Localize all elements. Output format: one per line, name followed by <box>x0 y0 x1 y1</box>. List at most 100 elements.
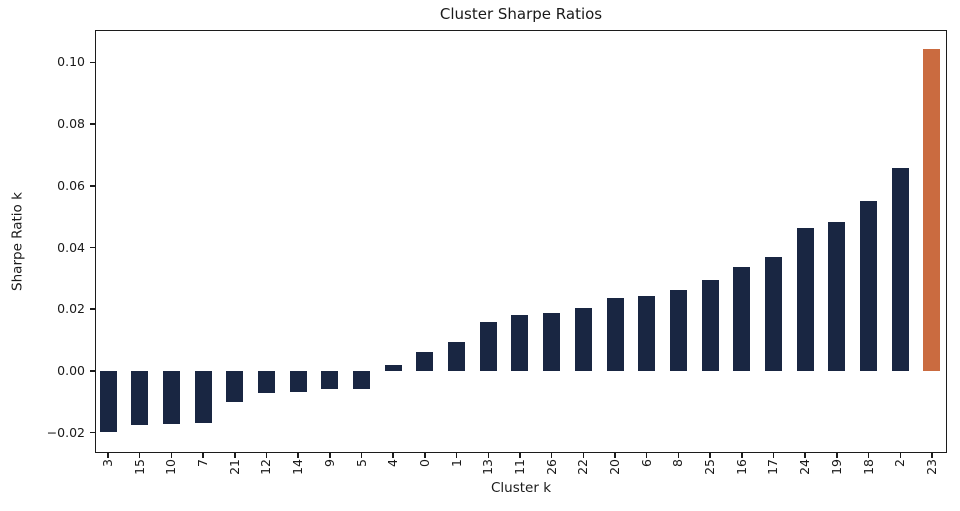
x-tick-label: 8 <box>670 459 686 467</box>
x-tick-mark <box>360 453 363 458</box>
x-tick-mark <box>329 453 331 458</box>
bar-cluster-25 <box>701 279 719 371</box>
x-tick-mark <box>550 453 553 458</box>
x-tick-label: 9 <box>321 459 337 467</box>
x-tick-label: 4 <box>385 459 401 467</box>
x-tick-label: 6 <box>638 459 654 467</box>
y-tick-label: 0.00 <box>57 362 85 378</box>
chart-title: Cluster Sharpe Ratios <box>439 5 603 23</box>
x-tick-label: 17 <box>765 459 781 475</box>
x-tick-mark <box>234 453 236 458</box>
x-tick-mark <box>772 453 775 458</box>
x-tick-label: 2 <box>892 459 908 467</box>
bar-cluster-0 <box>416 351 434 371</box>
x-tick-label: 25 <box>702 459 718 475</box>
plot-area <box>95 30 947 453</box>
x-tick-label: 13 <box>480 459 496 475</box>
x-tick-label: 3 <box>100 459 115 467</box>
x-axis-label: Cluster k <box>490 480 552 496</box>
x-tick-mark <box>170 453 173 458</box>
y-tick-label: 0.10 <box>57 54 85 70</box>
bar-cluster-16 <box>733 266 751 371</box>
bar-cluster-18 <box>860 200 878 371</box>
y-tick-label: 0.08 <box>57 116 85 132</box>
x-tick-mark <box>265 453 268 458</box>
x-tick-label: 19 <box>828 459 844 475</box>
x-tick-label: 23 <box>923 459 939 475</box>
x-tick-mark <box>741 453 743 458</box>
x-tick-label: 0 <box>416 459 432 467</box>
bar-cluster-15 <box>131 370 149 425</box>
x-tick-mark <box>107 453 109 458</box>
y-tick-mark <box>90 123 95 125</box>
x-tick-label: 21 <box>226 459 242 475</box>
y-tick-mark <box>90 61 95 64</box>
x-tick-mark <box>645 453 648 458</box>
x-tick-label: 26 <box>543 459 559 475</box>
x-tick-label: 18 <box>860 459 876 475</box>
bar-cluster-21 <box>226 370 244 402</box>
x-tick-mark <box>392 453 394 458</box>
x-tick-mark <box>487 453 490 458</box>
x-tick-label: 24 <box>797 459 813 475</box>
bar-cluster-13 <box>479 321 497 371</box>
x-tick-mark <box>804 453 806 458</box>
bar-cluster-10 <box>162 370 180 424</box>
bar-cluster-19 <box>828 221 846 371</box>
bar-cluster-17 <box>764 257 782 371</box>
x-tick-label: 5 <box>353 459 369 467</box>
x-tick-mark <box>614 453 616 458</box>
x-tick-label: 12 <box>258 459 274 475</box>
x-tick-mark <box>867 453 870 458</box>
x-tick-label: 7 <box>195 459 211 467</box>
x-tick-label: 20 <box>607 459 623 475</box>
bar-cluster-7 <box>194 370 212 424</box>
x-tick-mark <box>836 453 838 458</box>
bar-cluster-11 <box>511 315 529 371</box>
x-tick-mark <box>297 453 299 458</box>
bar-cluster-1 <box>448 341 466 371</box>
x-tick-label: 14 <box>290 459 306 475</box>
bar-cluster-12 <box>257 370 275 393</box>
x-tick-label: 16 <box>733 459 749 475</box>
bar-cluster-5 <box>353 370 371 389</box>
y-tick-label: −0.02 <box>46 424 85 440</box>
bar-cluster-4 <box>384 364 402 371</box>
y-tick-label: 0.04 <box>57 239 85 255</box>
x-tick-mark <box>677 453 680 458</box>
x-tick-label: 15 <box>131 459 147 475</box>
bar-cluster-14 <box>289 370 307 392</box>
x-tick-mark <box>899 453 901 458</box>
x-tick-label: 10 <box>163 459 179 475</box>
bar-cluster-2 <box>891 167 909 371</box>
bar-cluster-26 <box>543 312 561 371</box>
x-tick-mark <box>931 453 933 458</box>
x-tick-mark <box>424 453 426 458</box>
y-tick-label: 0.02 <box>57 301 85 317</box>
bar-cluster-24 <box>796 228 814 371</box>
x-tick-mark <box>202 453 204 458</box>
bar-cluster-20 <box>606 297 624 371</box>
x-tick-mark <box>455 453 458 458</box>
x-tick-label: 1 <box>448 459 464 467</box>
x-tick-label: 22 <box>575 459 591 475</box>
y-tick-mark <box>90 246 95 249</box>
x-tick-label: 11 <box>511 459 527 475</box>
x-tick-mark <box>138 453 141 458</box>
y-tick-mark <box>90 185 95 187</box>
bar-cluster-3 <box>99 370 117 432</box>
x-tick-mark <box>519 453 521 458</box>
bar-cluster-23 <box>923 48 941 371</box>
bar-cluster-8 <box>669 289 687 371</box>
y-tick-mark <box>90 431 95 434</box>
y-axis-label: Sharpe Ratio k <box>9 192 26 291</box>
x-tick-mark <box>709 453 711 458</box>
bar-cluster-22 <box>574 307 592 371</box>
bar-cluster-9 <box>321 370 339 390</box>
y-tick-mark <box>90 308 95 310</box>
bar-cluster-6 <box>638 295 656 371</box>
y-tick-mark <box>90 370 95 372</box>
y-tick-label: 0.06 <box>57 177 85 193</box>
x-tick-mark <box>582 453 585 458</box>
